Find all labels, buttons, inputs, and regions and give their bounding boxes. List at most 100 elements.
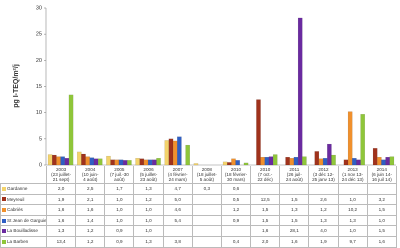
table-value: 2,0 (45, 183, 77, 195)
table-value: 4,7 (162, 183, 193, 195)
bar (260, 156, 265, 166)
table-value: 1,2 (75, 235, 106, 248)
bar (314, 151, 320, 166)
bar (89, 157, 95, 166)
table-value: 5,0 (162, 193, 193, 206)
table-value (337, 183, 368, 195)
table-value: 0,9 (220, 214, 252, 227)
legend-label: La Bouilladisse (7, 228, 38, 234)
table-value: 4,0 (308, 225, 339, 237)
x-tick-label: 2010 (18 février- 30 mars) (220, 166, 252, 184)
table-value (366, 183, 397, 195)
bar (164, 140, 170, 166)
table-value: 1,5 (279, 214, 310, 227)
bar (285, 156, 290, 166)
bar (68, 94, 74, 166)
bar (139, 158, 145, 166)
table-value: 0,3 (191, 183, 222, 195)
bar (193, 163, 199, 166)
bar (322, 158, 328, 166)
table-value: 1,0 (133, 204, 164, 216)
legend-swatch (2, 197, 6, 202)
x-tick-label: 2008 (18 juillet- 5 août) (191, 166, 222, 184)
table-value: 1,3 (308, 214, 339, 227)
bar (381, 159, 386, 166)
bar (235, 160, 240, 166)
table-value: 1,0 (104, 214, 135, 227)
legend-swatch (2, 218, 6, 223)
bar (156, 158, 161, 166)
table-value: 1,0 (337, 225, 368, 237)
table-value: 1,2 (75, 225, 106, 237)
table-value: 1,3 (133, 183, 164, 195)
table-value (162, 225, 193, 237)
table-value: 1,6 (279, 235, 310, 248)
bar (318, 158, 324, 166)
legend-label: Meyreuil (7, 196, 25, 202)
table-value: 0,6 (220, 183, 252, 195)
table-value: 1,5 (366, 225, 397, 237)
table-value: 2,1 (75, 193, 106, 206)
bar (147, 159, 153, 166)
bar (52, 154, 57, 166)
bar (168, 138, 174, 166)
x-tick-label: 2012 (3 déc 12- 25 janv 13) (308, 166, 339, 184)
table-value: 1,3 (279, 204, 310, 216)
table-value: 3,8 (162, 235, 193, 248)
table-value: 1,2 (133, 193, 164, 206)
table-value: 1,9 (45, 193, 77, 206)
table-value: 1,0 (337, 193, 368, 206)
legend-label: St Jean de Garguier (7, 217, 47, 223)
table-value: 10,2 (337, 204, 368, 216)
table-value (191, 204, 222, 216)
table-value: 0,9 (104, 225, 135, 237)
legend-swatch (2, 207, 6, 212)
bar (327, 143, 332, 166)
bar (385, 156, 390, 166)
bar (377, 156, 382, 166)
table-value: 0,5 (220, 193, 252, 206)
table-value: 2,6 (308, 193, 339, 206)
x-tick-label: 2004 (10 juin- 4 août) (75, 166, 106, 184)
legend-label: Gardanne (7, 186, 28, 191)
bar (389, 156, 395, 166)
table-value: 1,3 (337, 214, 368, 227)
legend-label: La Barben (7, 238, 29, 244)
bar (256, 99, 261, 166)
x-tick-label: 2007 (4 février- 24 mars) (162, 166, 193, 184)
table-value: 1,9 (308, 235, 339, 248)
table-value: 1,0 (104, 193, 135, 206)
bar (289, 158, 295, 166)
table-value: 2,0 (250, 235, 281, 248)
bar (47, 154, 53, 166)
y-tick-label: 10 (36, 110, 42, 116)
bar (143, 159, 149, 166)
table-value (191, 225, 222, 237)
bar (97, 158, 103, 166)
bar (77, 151, 82, 166)
y-tick-label: 5 (39, 136, 42, 142)
bar (331, 154, 336, 166)
table-value: 1,5 (250, 214, 281, 227)
bar (352, 158, 357, 166)
bar (222, 161, 228, 166)
legend-label: Cabriès (7, 207, 23, 213)
table-value: 1,7 (104, 183, 135, 195)
bar (243, 162, 249, 166)
table-value: 1,2 (308, 204, 339, 216)
table-value: 0,9 (104, 235, 135, 248)
table-value: 1,6 (75, 204, 106, 216)
table-value (191, 214, 222, 227)
table-value (191, 235, 222, 248)
legend-swatch (2, 229, 6, 234)
bar (272, 154, 278, 166)
bar (152, 159, 157, 166)
table-value: 1,0 (104, 204, 135, 216)
x-tick-label: 2014 (6 juin 14- 16 juil 14) (366, 166, 397, 184)
bar (135, 158, 140, 166)
bar (360, 114, 365, 166)
table-value: 13,4 (45, 235, 77, 248)
table-value: 1,6 (45, 204, 77, 216)
